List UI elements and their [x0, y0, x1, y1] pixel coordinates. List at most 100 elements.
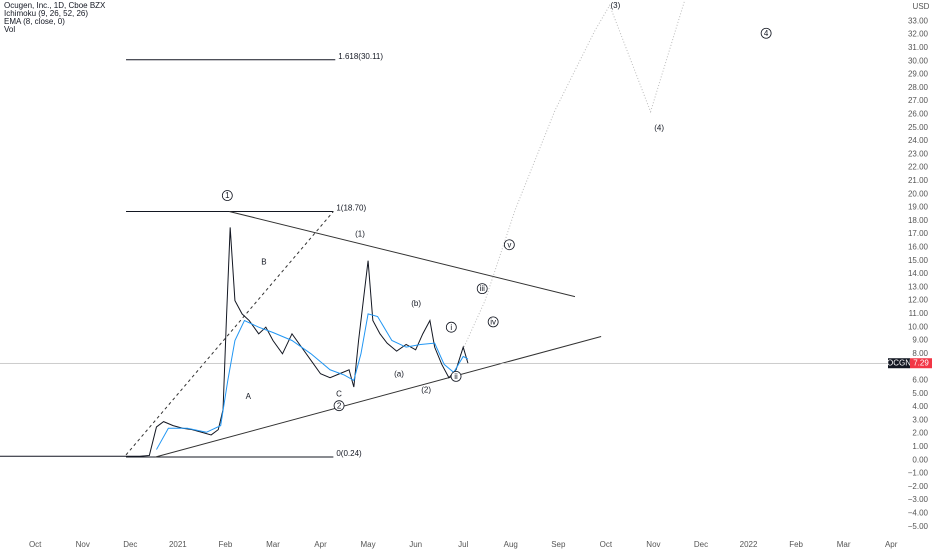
y-tick-label: 23.00 — [908, 149, 929, 158]
y-tick-label: 11.00 — [909, 309, 929, 318]
x-tick-label: 2022 — [740, 540, 758, 549]
x-tick-label: May — [361, 540, 376, 549]
indicator-label: Vol — [4, 25, 15, 34]
y-tick-label: 17.00 — [908, 229, 929, 238]
y-tick-label: −3.00 — [908, 495, 929, 504]
wave-label: iv — [490, 317, 496, 326]
legend-entry: Ocugen, Inc., 1D, Cboe BZX — [4, 1, 106, 10]
x-tick-label: Dec — [694, 540, 708, 549]
wave-circle — [760, 27, 772, 39]
x-tick-label: Oct — [29, 540, 42, 549]
wave-label: (1) — [355, 230, 365, 239]
wave-label: 2 — [337, 401, 342, 410]
x-tick-label: Feb — [219, 540, 233, 549]
y-tick-label: 33.00 — [908, 16, 929, 25]
x-tick-label: Jun — [409, 540, 422, 549]
x-tick-label: Nov — [76, 540, 90, 549]
x-tick-label: Apr — [885, 540, 898, 549]
currency: USD — [913, 2, 930, 11]
trendline — [154, 336, 602, 458]
legend-entry: EMA (8, close, 0) — [4, 17, 65, 26]
y-tick-label: 13.00 — [908, 282, 929, 291]
trendline — [125, 211, 334, 456]
trendline — [459, 0, 686, 356]
x-tick-label: Sep — [551, 540, 566, 549]
y-tick-label: 16.00 — [908, 242, 929, 251]
y-tick-label: 12.00 — [908, 296, 929, 305]
price-tag — [910, 358, 932, 369]
x-tick-label: 2021 — [169, 540, 187, 549]
y-tick-label: −4.00 — [908, 509, 929, 518]
wave-label: iii — [480, 284, 486, 293]
wave-label: (b) — [411, 299, 421, 308]
y-tick-label: 6.00 — [912, 376, 928, 385]
y-tick-label: 27.00 — [908, 96, 929, 105]
y-tick-label: 9.00 — [912, 336, 928, 345]
y-tick-label: 5.00 — [912, 389, 928, 398]
y-tick-label: 1.00 — [912, 442, 928, 451]
wave-label: 1 — [225, 191, 230, 200]
wave-label: A — [246, 392, 252, 401]
wave-label: ii — [454, 372, 458, 381]
y-tick-label: −2.00 — [908, 482, 929, 491]
wave-circle — [445, 321, 457, 333]
fib-label: 1(18.70) — [336, 204, 366, 213]
wave-circle — [333, 400, 345, 412]
y-tick-label: 32.00 — [908, 30, 929, 39]
y-tick-label: 2.00 — [912, 429, 928, 438]
symbol-tag-label: OCGN — [887, 358, 911, 367]
y-tick-label: 26.00 — [908, 109, 929, 118]
fib-label: 1.618(30.11) — [338, 52, 383, 61]
y-tick-label: 25.00 — [908, 123, 929, 132]
price-line — [0, 227, 469, 457]
wave-label: i — [450, 323, 452, 332]
fib-label: 0(0.24) — [336, 449, 362, 458]
x-tick-label: Feb — [789, 540, 803, 549]
x-tick-label: Nov — [646, 540, 660, 549]
wave-label: (4) — [654, 123, 664, 132]
x-tick-label: Mar — [837, 540, 851, 549]
x-tick-label: Oct — [600, 540, 613, 549]
y-tick-label: 14.00 — [908, 269, 929, 278]
y-tick-label: 0.00 — [912, 455, 928, 464]
wave-label: v — [507, 240, 511, 249]
wave-circle — [450, 371, 462, 382]
price-tag-label: 7.29 — [913, 358, 929, 367]
y-tick-label: 31.00 — [908, 43, 929, 52]
wave-label: B — [261, 258, 266, 267]
symbol-tag — [888, 358, 910, 369]
x-tick-label: Mar — [266, 540, 280, 549]
indicator-label: Ichimoku (9, 26, 52, 26) — [4, 9, 88, 18]
wave-circle — [476, 283, 488, 295]
y-tick-label: 19.00 — [908, 203, 929, 212]
x-tick-label: Jul — [458, 540, 468, 549]
y-tick-label: 29.00 — [908, 70, 929, 79]
y-tick-label: 20.00 — [908, 189, 929, 198]
y-tick-label: 8.00 — [912, 349, 928, 358]
y-tick-label: 10.00 — [908, 322, 929, 331]
trendline — [229, 210, 576, 298]
y-tick-label: 18.00 — [908, 216, 929, 225]
price-line — [156, 313, 469, 450]
y-tick-label: 4.00 — [912, 402, 928, 411]
wave-label: (2) — [421, 385, 431, 394]
wave-circle — [487, 316, 499, 328]
y-tick-label: 22.00 — [908, 163, 929, 172]
y-tick-label: 15.00 — [908, 256, 929, 265]
wave-label: C — [336, 389, 342, 398]
wave-circle — [503, 239, 515, 251]
y-tick-label: 21.00 — [908, 176, 929, 185]
y-tick-label: 30.00 — [908, 56, 929, 65]
y-tick-label: 24.00 — [908, 136, 929, 145]
x-tick-label: Apr — [314, 540, 327, 549]
y-tick-label: 3.00 — [912, 415, 928, 424]
wave-circle — [221, 190, 233, 201]
y-tick-label: 28.00 — [908, 83, 929, 92]
y-tick-label: −5.00 — [908, 522, 929, 531]
x-tick-label: Aug — [504, 540, 518, 549]
wave-label: (3) — [610, 1, 620, 10]
y-tick-label: −1.00 — [908, 469, 929, 478]
x-tick-label: Dec — [123, 540, 137, 549]
